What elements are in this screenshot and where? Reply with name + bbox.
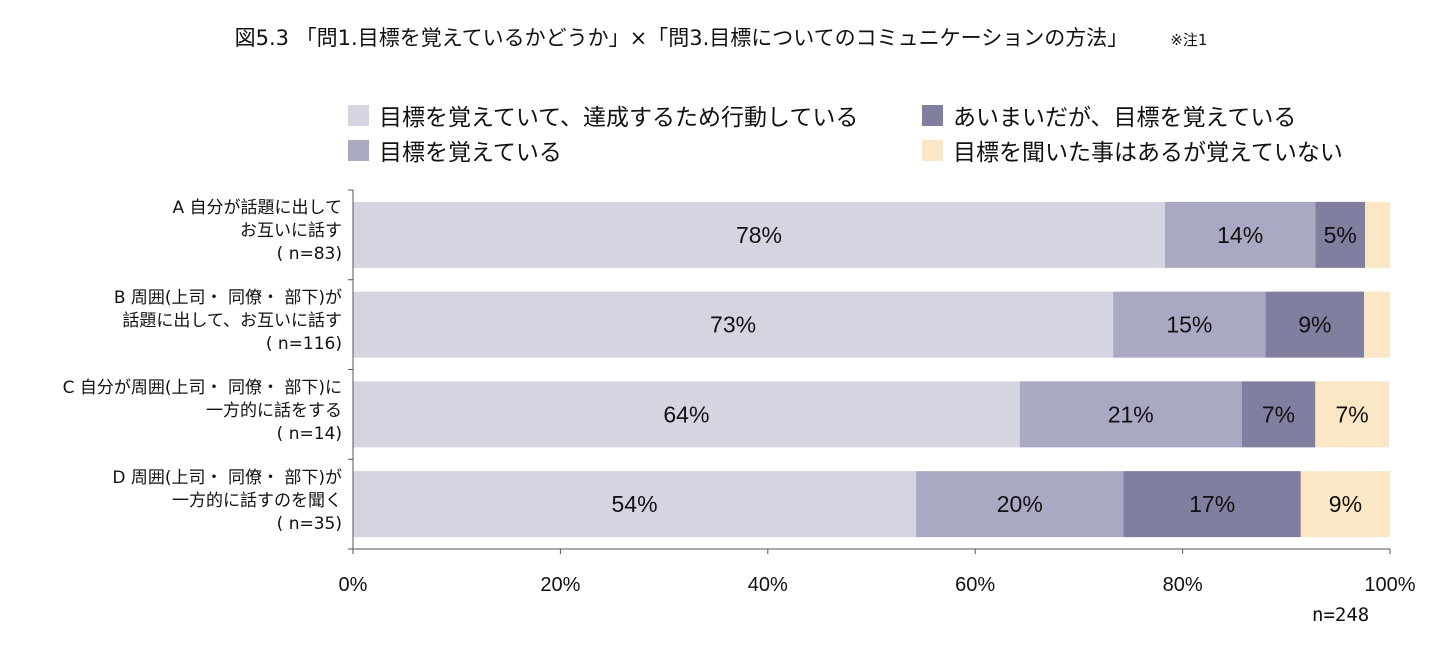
bar-segment xyxy=(1123,471,1301,538)
data-label: 20% xyxy=(997,491,1043,517)
category-label-line: ( n=14) xyxy=(276,424,342,444)
data-label: 78% xyxy=(736,222,782,248)
category-label-line: A 自分が話題に出して xyxy=(172,198,342,218)
category-label-line: ( n=116) xyxy=(265,334,342,354)
bar-segment xyxy=(1364,291,1390,358)
chart-title-main: 図5.3 「問1.目標を覚えているかどうか」×「問3.目標についてのコミュニケー… xyxy=(234,26,1129,50)
data-label: 9% xyxy=(1298,312,1331,338)
chart-title-note: ※注1 xyxy=(1170,31,1208,49)
legend-swatch-1 xyxy=(348,104,369,126)
legend-label-3: あいまいだが、目標を覚えている xyxy=(953,105,1297,131)
legend-swatch-4 xyxy=(922,139,943,161)
bar-segment xyxy=(353,381,1020,448)
category-label-line: お互いに話す xyxy=(240,221,342,241)
legend-swatch-2 xyxy=(348,139,369,161)
category-label-a: A 自分が話題に出して お互いに話す ( n=83) xyxy=(172,197,342,266)
category-label-line: 一方的に話をする xyxy=(206,401,342,421)
x-tick-label: 100% xyxy=(1364,574,1415,596)
legend-label-4: 目標を聞いた事はあるが覚えていない xyxy=(953,140,1343,166)
x-tick-label: 0% xyxy=(339,574,368,596)
legend-item-3: あいまいだが、目標を覚えている xyxy=(922,98,1296,132)
bar-segment xyxy=(1113,291,1266,358)
legend-item-4: 目標を聞いた事はあるが覚えていない xyxy=(922,133,1343,167)
chart-title: 図5.3 「問1.目標を覚えているかどうか」×「問3.目標についてのコミュニケー… xyxy=(0,22,1442,52)
bar-segment xyxy=(1365,201,1390,268)
category-label-line: 話題に出して、お互いに話す xyxy=(122,311,342,331)
data-label: 15% xyxy=(1166,312,1212,338)
sample-size-total: n=248 xyxy=(1312,604,1370,626)
bar-segment xyxy=(353,291,1114,358)
bar-segment xyxy=(1315,381,1389,448)
category-label-b: B 周囲(上司・ 同僚・ 部下)が 話題に出して、お互いに話す ( n=116) xyxy=(114,287,342,356)
category-label-line: ( n=35) xyxy=(276,514,342,534)
data-label: 17% xyxy=(1189,491,1235,517)
data-label: 9% xyxy=(1329,491,1362,517)
legend-item-1: 目標を覚えていて、達成するため行動している xyxy=(348,98,858,132)
category-label-line: C 自分が周囲(上司・ 同僚・ 部下)に xyxy=(62,378,342,398)
category-label-c: C 自分が周囲(上司・ 同僚・ 部下)に 一方的に話をする ( n=14) xyxy=(63,377,342,446)
bar-segment xyxy=(1241,381,1316,448)
data-label: 7% xyxy=(1336,401,1369,427)
x-tick-label: 60% xyxy=(955,574,995,596)
legend-item-2: 目標を覚えている xyxy=(348,133,562,167)
bar-segment xyxy=(1164,201,1316,268)
bar-segment xyxy=(353,201,1165,268)
bar-segment xyxy=(1019,381,1242,448)
data-label: 21% xyxy=(1108,401,1154,427)
data-label: 14% xyxy=(1217,222,1263,248)
bar-segment xyxy=(353,471,917,538)
category-label-d: D 周囲(上司・ 同僚・ 部下)が 一方的に話すのを聞く ( n=35) xyxy=(112,467,342,536)
legend-label-1: 目標を覚えていて、達成するため行動している xyxy=(379,105,859,131)
x-tick-label: 40% xyxy=(748,574,788,596)
bar-segment xyxy=(916,471,1124,538)
legend-label-2: 目標を覚えている xyxy=(379,140,562,166)
data-label: 73% xyxy=(710,312,756,338)
data-label: 7% xyxy=(1262,401,1295,427)
data-label: 54% xyxy=(612,491,658,517)
category-label-line: ( n=83) xyxy=(276,244,342,264)
bar-segment xyxy=(1315,201,1366,268)
category-label-line: B 周囲(上司・ 同僚・ 部下)が xyxy=(113,288,342,308)
category-label-line: 一方的に話すのを聞く xyxy=(172,491,342,511)
x-tick-label: 80% xyxy=(1163,574,1203,596)
data-label: 5% xyxy=(1324,222,1357,248)
data-label: 64% xyxy=(663,401,709,427)
legend-swatch-3 xyxy=(922,104,943,126)
category-label-line: D 周囲(上司・ 同僚・ 部下)が xyxy=(112,468,342,488)
bar-segment xyxy=(1265,291,1365,358)
x-tick-label: 20% xyxy=(540,574,580,596)
bar-segment xyxy=(1300,471,1390,538)
